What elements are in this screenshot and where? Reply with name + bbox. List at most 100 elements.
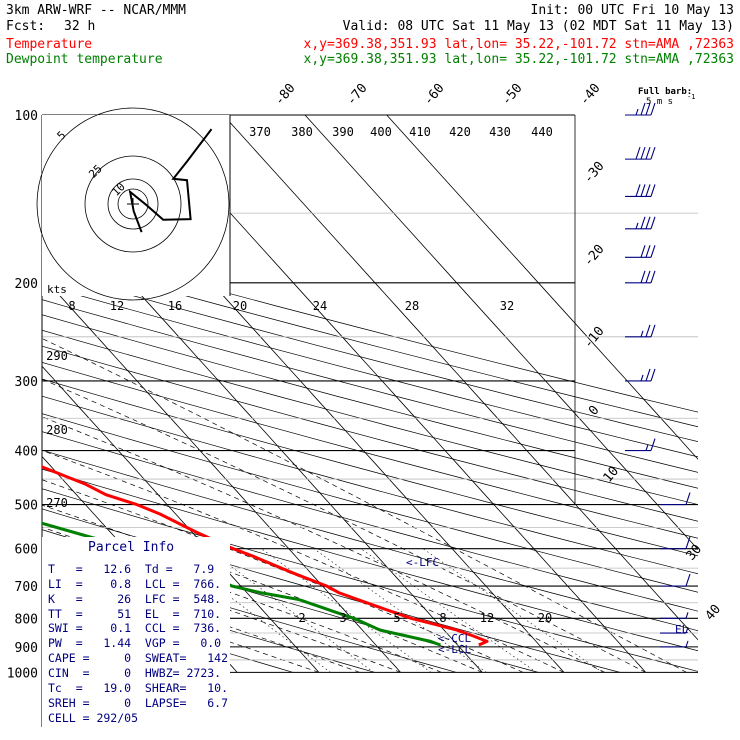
theta-label: 400	[370, 125, 392, 139]
valid-time: Valid: 08 UTC Sat 11 May 13 (02 MDT Sat …	[343, 19, 734, 34]
wind-barb	[625, 146, 656, 160]
model-title: 3km ARW-WRF -- NCAR/MMM	[6, 3, 186, 18]
temperature-trace	[42, 465, 489, 647]
lfc-marker: <-LFC	[406, 556, 439, 569]
pressure-tick-label: 300	[15, 375, 38, 390]
dewpoint-trace	[42, 521, 441, 647]
legend-temperature-info: x,y=369.38,351.93 lat,lon= 35.22,-101.72…	[304, 37, 734, 52]
wind-barbs	[625, 102, 691, 648]
parcel-info-title: Parcel Info	[88, 540, 174, 555]
parcel-info-row: K = 26 LFC = 548.	[48, 592, 221, 606]
hodograph-trace	[128, 128, 213, 233]
wind-barb	[625, 368, 656, 382]
legend-dewpoint-info: x,y=369.38,351.93 lat,lon= 35.22,-101.72…	[304, 52, 734, 67]
wind-barb	[660, 536, 691, 550]
pressure-tick-label: 500	[15, 499, 38, 514]
init-time: Init: 00 UTC Fri 10 May 13	[531, 3, 735, 18]
mixing-ratio-label: 20	[538, 611, 552, 625]
wind-barb	[660, 612, 689, 619]
parcel-info-row: SWI = 0.1 CCL = 736.	[48, 621, 221, 635]
barb-key-title: Full barb:	[638, 87, 692, 97]
temperature-tick-label: -70	[344, 81, 371, 109]
mixing-ratio-label: 8	[439, 611, 446, 625]
temperature-tick-label: -50	[499, 81, 526, 109]
mixing-ratio-label: 12	[480, 611, 494, 625]
hodograph-ring	[84, 155, 182, 253]
wind-barb	[625, 184, 656, 197]
theta-label: 370	[249, 125, 271, 139]
temperature-tick-label: 0	[586, 403, 603, 419]
mixing-ratio-label: 5	[393, 611, 400, 625]
parcel-info-row: CIN = 0 HWBZ= 2723.	[48, 666, 221, 680]
temperature-tick-label: 40	[703, 602, 725, 624]
pressure-tick-label: 200	[15, 277, 38, 292]
forecast-hours: 32 h	[64, 19, 95, 34]
isotherm-line	[304, 115, 698, 551]
ccl-marker: <-CCL	[438, 632, 471, 645]
theta-label: 420	[449, 125, 471, 139]
hodograph-ring	[117, 188, 149, 220]
theta-label: 380	[291, 125, 313, 139]
pressure-tick-label: 900	[15, 641, 38, 656]
wind-barb	[625, 438, 656, 452]
moist-adiabat-line	[42, 504, 483, 673]
hodograph-speed-label: 20	[233, 299, 247, 313]
parcel-info-row: Tc = 19.0 SHEAR= 10.	[48, 681, 228, 695]
sounding-traces	[42, 465, 489, 647]
pressure-tick-label: 800	[15, 612, 38, 627]
el-marker: EL	[675, 623, 689, 636]
pressure-tick-label: 600	[15, 543, 38, 558]
lcl-marker: <-LCL	[438, 643, 471, 656]
theta-label: 440	[531, 125, 553, 139]
hodograph-speed-label: 12	[110, 299, 124, 313]
parcel-info-panel: Parcel Info T = 12.6 Td = 7.9 LI = 0.8 L…	[42, 537, 230, 727]
barb-key-value: 5 m s	[646, 97, 673, 107]
hodograph-ring	[107, 178, 159, 230]
parcel-info-row: SREH = 0 LAPSE= 6.7	[48, 696, 228, 710]
wind-barb	[625, 245, 656, 258]
hodograph-speed-label: 28	[405, 299, 419, 313]
theta-label: 390	[332, 125, 354, 139]
background-lines	[42, 115, 698, 673]
temperature-tick-label: 10	[601, 464, 623, 486]
hodograph-speed-label: 32	[500, 299, 514, 313]
pressure-tick-label: 1000	[7, 666, 38, 681]
legend-dewpoint-label: Dewpoint temperature	[6, 52, 163, 67]
parcel-info-row: T = 12.6 Td = 7.9	[48, 562, 214, 576]
parcel-info-row: LI = 0.8 LCL = 766.	[48, 577, 221, 591]
parcel-info-row: TT = 51 EL = 710.	[48, 607, 221, 621]
wind-barb	[660, 626, 689, 634]
hodograph-units-label: kts	[47, 283, 67, 296]
parcel-info-row: CELL = 292/05	[48, 711, 138, 725]
wind-barb	[625, 270, 656, 284]
temperature-tick-label: -60	[421, 81, 448, 109]
hodograph-speed-label: 16	[168, 299, 182, 313]
forecast-label: Fcst:	[6, 19, 45, 34]
hodograph-speed-label: 8	[68, 299, 75, 313]
theta-label: 270	[46, 496, 68, 510]
isotherm-line	[223, 115, 698, 641]
wind-barb	[660, 640, 689, 648]
legend-temperature-label: Temperature	[6, 37, 92, 52]
barb-key-exponent: -1	[687, 93, 695, 101]
theta-label: 290	[46, 349, 68, 363]
temperature-tick-label: -80	[272, 81, 299, 109]
parcel-info-row: CAPE = 0 SWEAT= 142	[48, 651, 228, 665]
temperature-tick-label: -20	[581, 242, 608, 270]
theta-label: 430	[489, 125, 511, 139]
wind-barb	[625, 216, 656, 230]
wind-barb	[625, 102, 656, 116]
wind-barb	[660, 492, 691, 506]
hodograph-ring	[36, 107, 230, 301]
hodograph-speed-label: 24	[313, 299, 327, 313]
theta-label: 280	[46, 423, 68, 437]
theta-label: 410	[409, 125, 431, 139]
temperature-tick-label: -30	[581, 159, 608, 187]
temperature-tick-label: -40	[577, 81, 604, 109]
pressure-tick-label: 100	[15, 109, 38, 124]
mixing-ratio-line	[207, 548, 374, 673]
temperature-tick-label: -10	[581, 324, 608, 352]
pressure-tick-label: 400	[15, 445, 38, 460]
